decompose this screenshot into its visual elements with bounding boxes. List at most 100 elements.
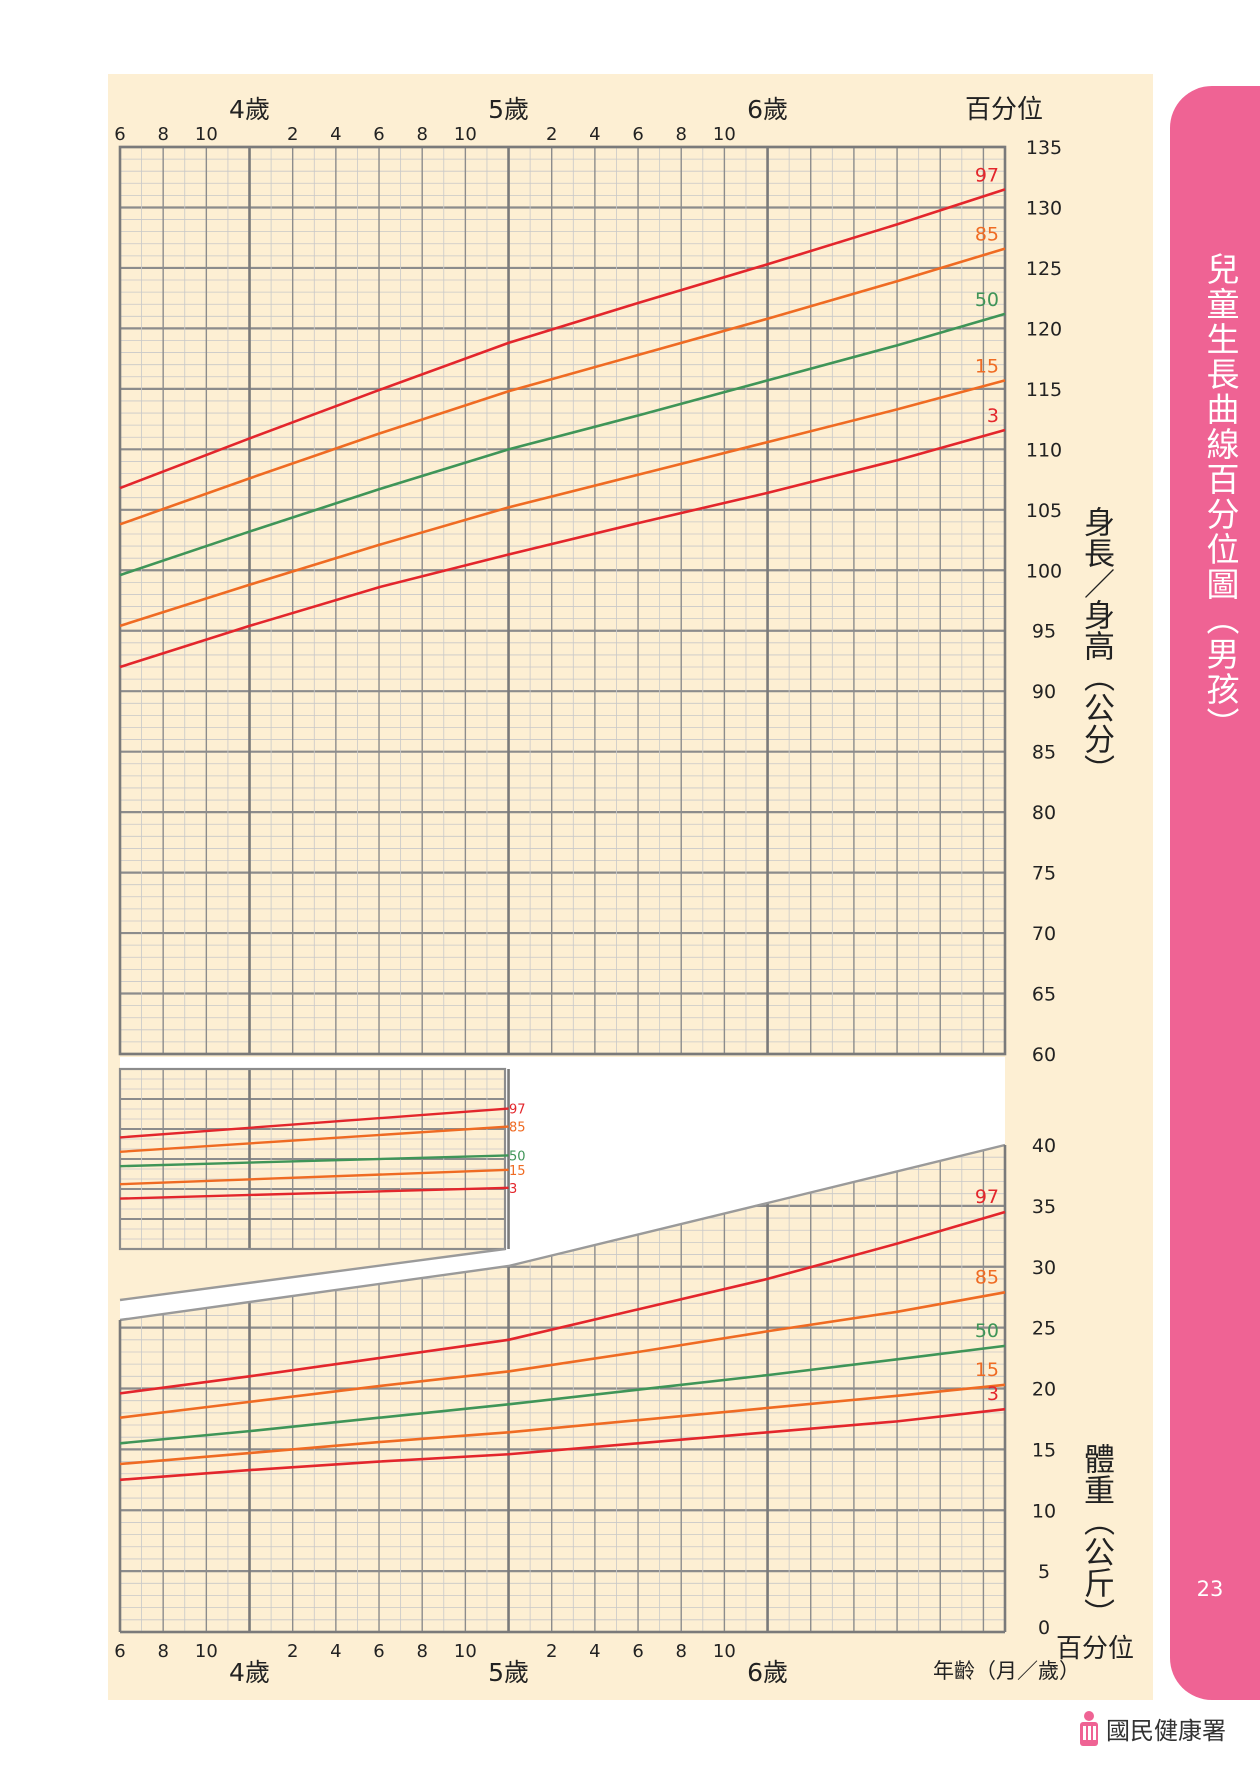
agency-name: 國民健康署 <box>1106 1716 1226 1745</box>
height-y-tick-label: 100 <box>1026 560 1062 582</box>
bottom-x-tick-label: 2 <box>287 1641 298 1662</box>
top-x-tick-label: 4 <box>589 124 600 145</box>
bottom-x-tick-label: 8 <box>416 1641 427 1662</box>
bottom-percentile-label: 百分位 <box>1056 1634 1134 1664</box>
inset-frame <box>118 1067 507 1251</box>
bottom-x-tick-label: 4 <box>330 1641 341 1662</box>
top-x-tick-label: 6 <box>114 124 125 145</box>
top-percentile-label: 百分位 <box>965 95 1043 125</box>
inset-series-85-line <box>119 1125 509 1153</box>
top-x-tick-label: 8 <box>675 124 686 145</box>
inset-series-15-label: 15 <box>509 1164 526 1179</box>
chart-panel: 97 85 50 15 3 97 85 50 15 3 97 85 50 15 3 60 65 70 75 80 85 9… <box>108 74 1153 1700</box>
top-x-tick-label: 8 <box>416 124 427 145</box>
weight-series-50-line <box>119 1344 1006 1445</box>
height-series-3-label: 3 <box>987 405 999 427</box>
height-series-50-line <box>119 312 1006 577</box>
weight-y-tick-label: 15 <box>1032 1439 1056 1461</box>
top-x-tick-label: 6 <box>632 124 643 145</box>
inset-series-3-label: 3 <box>509 1182 517 1197</box>
height-axis-title: 身長／身高（公分） <box>1078 506 1115 785</box>
top-x-tick-label: 10 <box>195 124 218 145</box>
top-year-label: 5歲 <box>488 95 529 124</box>
height-y-tick-label: 75 <box>1032 863 1056 885</box>
height-y-tick-label: 110 <box>1026 439 1062 461</box>
weight-y-tick-label: 35 <box>1032 1196 1056 1218</box>
height-y-tick-label: 125 <box>1026 258 1062 280</box>
age-axis-label: 年齡（月／歲） <box>933 1659 1080 1683</box>
top-year-label: 6歲 <box>747 95 788 124</box>
weight-series-3-label: 3 <box>987 1383 999 1405</box>
height-y-tick-label: 90 <box>1032 681 1056 703</box>
height-y-tick-label: 60 <box>1032 1044 1056 1066</box>
bottom-x-tick-label: 6 <box>373 1641 384 1662</box>
height-series-97-line <box>119 188 1006 490</box>
top-x-tick-label: 8 <box>157 124 168 145</box>
agency-logo-icon <box>1080 1711 1098 1746</box>
weight-y-tick-label: 40 <box>1032 1135 1056 1157</box>
side-title: 兒童生長曲線百分位圖（男孩） <box>1201 252 1240 742</box>
weight-series-15-line <box>119 1383 1006 1466</box>
weight-y-tick-label: 5 <box>1038 1561 1050 1583</box>
inset-series-50-line <box>119 1154 509 1168</box>
height-series-15-label: 15 <box>975 355 999 377</box>
page-number: 23 <box>1196 1577 1224 1601</box>
bottom-year-label: 4歲 <box>229 1658 270 1687</box>
bottom-x-tick-label: 10 <box>195 1641 218 1662</box>
height-y-tick-label: 105 <box>1026 500 1062 522</box>
weight-series-97-label: 97 <box>975 1186 999 1208</box>
height-y-tick-label: 135 <box>1026 137 1062 159</box>
weight-panel-blank-area <box>120 1057 1005 1320</box>
bottom-x-tick-label: 6 <box>632 1641 643 1662</box>
height-series-85-label: 85 <box>975 224 999 246</box>
top-x-tick-label: 2 <box>546 124 557 145</box>
inset-series-3-line <box>119 1186 509 1200</box>
top-x-tick-label: 10 <box>713 124 736 145</box>
height-y-tick-label: 80 <box>1032 802 1056 824</box>
height-series-97-label: 97 <box>975 164 999 186</box>
height-y-tick-label: 70 <box>1032 923 1056 945</box>
height-y-tick-label: 130 <box>1026 197 1062 219</box>
weight-series-3-line <box>119 1407 1006 1482</box>
bottom-x-tick-label: 10 <box>454 1641 477 1662</box>
weight-diagonal-boundary <box>119 1143 1006 1322</box>
weight-axis-title: 體重（公斤） <box>1078 1443 1115 1629</box>
height-y-tick-label: 85 <box>1032 742 1056 764</box>
inset-series-97-label: 97 <box>509 1103 526 1118</box>
top-x-tick-label: 2 <box>287 124 298 145</box>
height-y-tick-label: 120 <box>1026 318 1062 340</box>
inset-series-97-line <box>119 1107 509 1139</box>
bottom-x-tick-label: 8 <box>675 1641 686 1662</box>
growth-chart: 9785501539785501539785501536065707580859… <box>114 95 1134 1687</box>
inset-series-50-label: 50 <box>509 1149 526 1164</box>
weight-y-tick-label: 0 <box>1038 1617 1050 1639</box>
inset-series-15-line <box>119 1168 509 1186</box>
weight-series-15-label: 15 <box>975 1359 999 1381</box>
top-x-tick-label: 10 <box>454 124 477 145</box>
bottom-year-label: 5歲 <box>488 1658 529 1687</box>
height-y-tick-label: 95 <box>1032 621 1056 643</box>
top-x-tick-label: 6 <box>373 124 384 145</box>
height-series-85-line <box>119 247 1006 526</box>
inset-series-85-label: 85 <box>509 1121 526 1136</box>
side-tab <box>1170 86 1260 1700</box>
height-series-3-line <box>119 428 1006 669</box>
top-year-label: 4歲 <box>229 95 270 124</box>
inset-diagonal <box>119 1247 506 1302</box>
weight-series-97-line <box>119 1210 1006 1395</box>
weight-y-tick-label: 20 <box>1032 1379 1056 1401</box>
bottom-x-tick-label: 10 <box>713 1641 736 1662</box>
bottom-x-tick-label: 6 <box>114 1641 125 1662</box>
height-y-tick-label: 115 <box>1026 379 1062 401</box>
bottom-year-label: 6歲 <box>747 1658 788 1687</box>
height-plot-frame <box>118 145 1007 1056</box>
bottom-x-tick-label: 2 <box>546 1641 557 1662</box>
weight-series-85-label: 85 <box>975 1266 999 1288</box>
top-x-tick-label: 4 <box>330 124 341 145</box>
weight-y-tick-label: 30 <box>1032 1257 1056 1279</box>
weight-y-tick-label: 25 <box>1032 1318 1056 1340</box>
height-series-50-label: 50 <box>975 289 999 311</box>
agency-logo: 國民健康署 <box>1078 1706 1226 1750</box>
height-series-15-line <box>119 379 1006 628</box>
weight-series-50-label: 50 <box>975 1320 999 1342</box>
